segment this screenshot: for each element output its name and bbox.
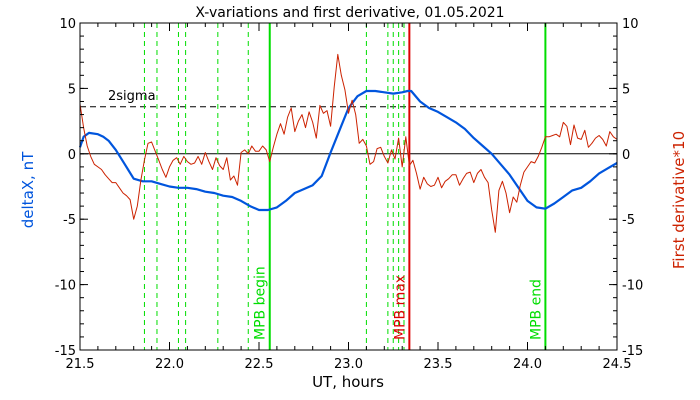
y-tick-label-right: 5 xyxy=(622,82,630,97)
y-tick-label-left: 10 xyxy=(59,17,76,32)
chart-title: X-variations and first derivative, 01.05… xyxy=(195,5,504,21)
y-axis-title-left: deltaX, nT xyxy=(19,151,37,228)
y-tick-label-left: -15 xyxy=(55,344,76,359)
x-tick-label: 22.0 xyxy=(155,357,184,372)
series-layer xyxy=(78,53,618,233)
y-axis-title-right: First derivative*10 xyxy=(670,131,688,269)
x-axis-title: UT, hours xyxy=(312,373,384,391)
x-tick-label: 22.5 xyxy=(245,357,274,372)
y-tick-label-left: 0 xyxy=(68,148,76,163)
y-tick-label-right: 0 xyxy=(622,148,630,163)
y-tick-label-left: -10 xyxy=(55,279,76,294)
marker-lines: MPB begin MPB max MPB end xyxy=(80,23,617,350)
marker-label: MPB begin xyxy=(253,266,269,340)
y-tick-label-right: -15 xyxy=(622,344,643,359)
y-tick-label-right: -10 xyxy=(622,279,643,294)
derivative-line xyxy=(79,53,618,233)
x-tick-label: 21.5 xyxy=(66,357,95,372)
x-tick-label: 24.0 xyxy=(513,357,542,372)
y-tick-label-right: -5 xyxy=(622,213,635,228)
tick-labels: 21.5 22.0 22.5 23.0 23.5 24.0 24.5-15 -15-10 -10… xyxy=(55,17,643,372)
deltax-line xyxy=(78,89,618,212)
y-tick-label-left: -5 xyxy=(63,213,76,228)
tick-marks xyxy=(79,22,618,351)
x-tick-label: 24.5 xyxy=(603,357,632,372)
marker-label: MPB end xyxy=(528,279,544,340)
x-tick-label: 23.5 xyxy=(424,357,453,372)
y-tick-label-left: 5 xyxy=(68,82,76,97)
two-sigma-label: 2sigma xyxy=(108,89,156,104)
marker-label: MPB max xyxy=(392,275,408,340)
y-tick-label-right: 10 xyxy=(622,17,639,32)
x-tick-label: 23.0 xyxy=(334,357,363,372)
